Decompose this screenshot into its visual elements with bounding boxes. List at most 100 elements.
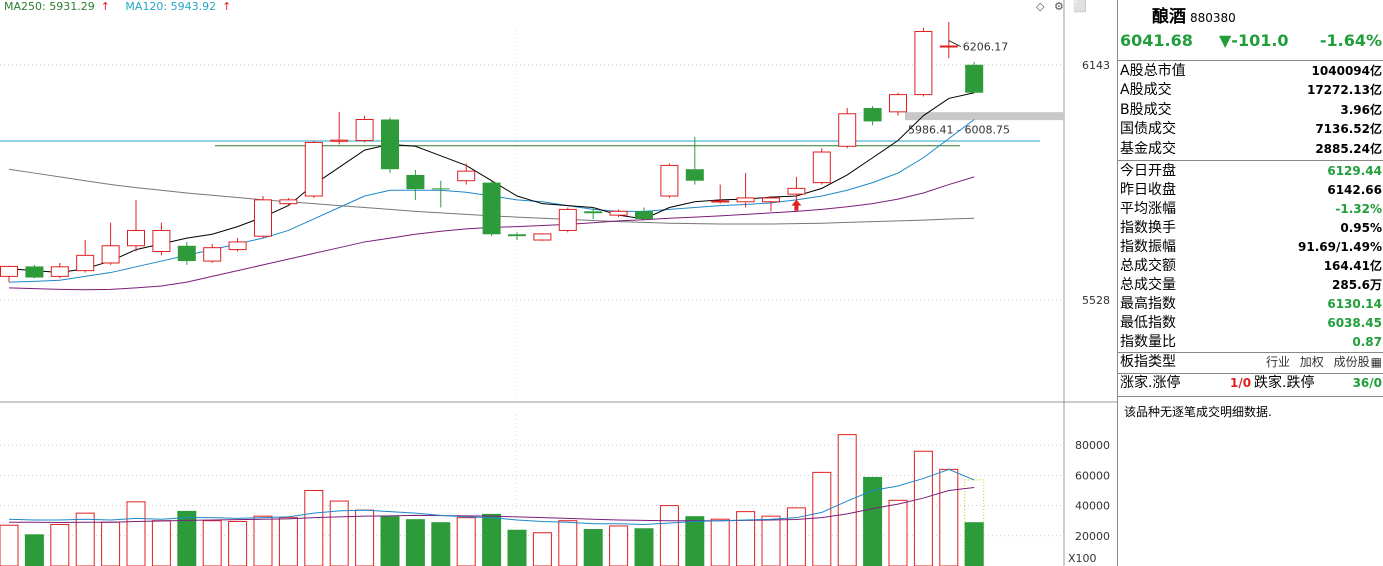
row-value: 6142.66 (1327, 183, 1382, 197)
gear-icon[interactable]: ⚙ (1053, 0, 1064, 13)
grid-icon[interactable]: ▦ (1370, 355, 1382, 369)
stat-row: 指数换手 0.95% (1118, 219, 1383, 238)
panel-divider (1118, 373, 1383, 374)
kline-chart-svg[interactable]: 5528 6143 5986.41 - 6008.75 6206.17 20000 400… (0, 0, 1118, 566)
candle-body (812, 151, 831, 184)
candle-body (939, 45, 958, 48)
volume-bar (304, 490, 324, 566)
candle-body (254, 199, 272, 237)
row-label: 国债成交 (1120, 121, 1176, 138)
panel-title: 酿酒 880380 (1152, 2, 1236, 27)
stat-row: 总成交额 164.41亿 (1118, 257, 1383, 276)
index-name: 酿酒 (1152, 7, 1186, 27)
stat-row: 总成交量 285.6万 (1118, 276, 1383, 295)
row-value: 0.95% (1340, 221, 1382, 235)
row-value: 164.41亿 (1323, 259, 1382, 273)
kline-chart-area[interactable]: 5528 6143 5986.41 - 6008.75 6206.17 20000 400… (0, 0, 1118, 566)
row-value: 3.96亿 (1340, 102, 1382, 117)
row-label: 最低指数 (1120, 315, 1176, 331)
down-limit-label: 跌家.跌停 (1254, 375, 1315, 391)
tag-industry[interactable]: 行业 (1265, 355, 1290, 369)
tag-weighted[interactable]: 加权 (1299, 355, 1324, 369)
row-value: 285.6万 (1332, 278, 1382, 292)
candle-body (533, 233, 552, 241)
row-value: 17272.13亿 (1306, 83, 1382, 98)
volume-bar (126, 501, 146, 566)
tag-constituents[interactable]: 成份股 (1333, 355, 1370, 369)
candle-body (228, 241, 247, 251)
volume-bar (761, 515, 781, 566)
candle-body (660, 164, 679, 197)
volume-bar (964, 522, 984, 566)
row-label: B股成交 (1120, 101, 1172, 118)
volume-bar (710, 518, 730, 566)
ma250-up-arrow-icon: ↑ (100, 0, 110, 13)
candle-body (558, 208, 577, 231)
volume-bar (507, 529, 527, 566)
row-value: 91.69/1.49% (1298, 240, 1382, 254)
last-price: 6041.68 (1120, 31, 1193, 50)
turnover-row: 国债成交 7136.52亿 (1118, 120, 1383, 139)
diamond-icon[interactable]: ◇ (1036, 0, 1045, 13)
candle-body (25, 266, 44, 278)
panel-divider (1118, 60, 1383, 61)
candle-body (863, 108, 882, 122)
stat-row: 最高指数 6130.14 (1118, 295, 1383, 314)
range-band (905, 112, 1064, 121)
index-type-row: 板指类型 行业 加权 成份股▦ (1118, 353, 1383, 372)
volume-tick-label: 40000 (1075, 500, 1110, 513)
candle-body (203, 247, 222, 262)
candle-body (330, 139, 349, 142)
candle-body (965, 64, 984, 93)
candle-body (508, 234, 526, 237)
candle-body (152, 229, 171, 253)
index-type-tags: 行业 加权 成份股▦ (1260, 353, 1382, 372)
volume-bar (913, 450, 933, 566)
volume-bar (837, 434, 857, 566)
candle-body (787, 187, 806, 195)
candle-body (889, 94, 907, 113)
turnover-row: A股成交 17272.13亿 (1118, 81, 1383, 100)
volume-ma-line (8, 468, 975, 525)
volume-ma-line (9, 486, 975, 524)
price-change-pct: -1.64% (1319, 31, 1382, 50)
candle-body (279, 199, 298, 205)
candle-body (685, 169, 704, 181)
candle-body (431, 188, 450, 190)
row-value: 2885.24亿 (1315, 141, 1382, 156)
volume-unit-label: X100 (1068, 552, 1097, 565)
volume-bar (634, 528, 654, 566)
candle-body (736, 197, 755, 203)
candle-body (609, 210, 628, 216)
volume-bar (278, 517, 298, 566)
expand-icon[interactable]: ⬜ (1073, 0, 1088, 13)
stat-row: 昨日收盘 6142.66 (1118, 181, 1383, 200)
volume-bar (685, 516, 705, 566)
ma120-up-arrow-icon: ↑ (222, 0, 232, 13)
volume-bar (736, 511, 756, 566)
range-label: 5986.41 - 6008.75 (908, 124, 1010, 137)
candle-body (635, 211, 653, 219)
row-label: 昨日收盘 (1120, 182, 1176, 198)
volume-bar (482, 513, 502, 566)
panel-divider (1118, 352, 1383, 353)
price-change: ▼-101.0 (1219, 31, 1289, 50)
price-tick-label: 6143 (1082, 59, 1110, 72)
candle-body (914, 30, 933, 96)
row-label: 指数量比 (1120, 334, 1176, 350)
volume-bar (380, 516, 400, 566)
candle-body (50, 266, 69, 277)
ma250-legend: MA250: 5931.29 ↑ (4, 0, 116, 13)
ma250-value: MA250: 5931.29 (4, 0, 95, 13)
row-value: 0.87 (1352, 335, 1382, 349)
candle-body (584, 211, 603, 214)
stat-row: 指数振幅 91.69/1.49% (1118, 238, 1383, 257)
ma120-legend: MA120: 5943.92 ↑ (125, 0, 237, 13)
volume-bar (101, 521, 121, 566)
volume-bar (202, 520, 222, 566)
volume-bar (532, 532, 552, 566)
volume-bar (431, 522, 451, 566)
buy-signal-arrow-icon (791, 199, 802, 211)
volume-bar (177, 510, 197, 566)
candle-body (482, 182, 501, 235)
